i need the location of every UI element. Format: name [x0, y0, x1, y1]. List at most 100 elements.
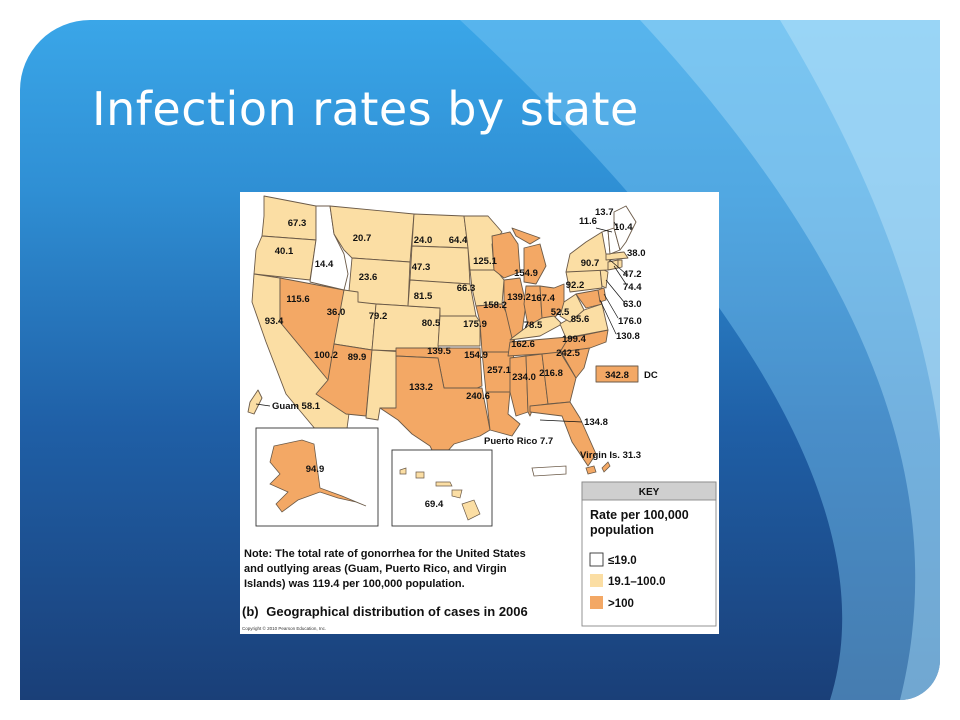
key-header: KEY	[639, 487, 660, 498]
label-nc: 199.4	[562, 334, 586, 345]
label-mt: 20.7	[353, 233, 372, 244]
key-item-mid: 19.1–100.0	[608, 576, 666, 588]
label-hi: 69.4	[425, 499, 444, 510]
label-vt: 11.6	[579, 216, 597, 227]
label-nv: 115.6	[286, 294, 309, 305]
label-va: 85.6	[571, 314, 590, 325]
key-header-bar	[581, 481, 717, 501]
territory-virgin-islands-shape	[585, 461, 611, 475]
label-mo: 175.9	[463, 319, 487, 330]
note-line-2: and outlying areas (Guam, Puerto Rico, a…	[244, 563, 507, 575]
label-nj: 63.0	[623, 299, 642, 310]
label-guam: Guam 58.1	[272, 401, 321, 412]
key-swatch-mid	[590, 574, 603, 587]
label-md: 130.8	[616, 331, 640, 342]
label-al: 234.0	[512, 372, 536, 383]
note-line-3: Islands) was 119.4 per 100,000 populatio…	[244, 578, 465, 590]
label-ky: 78.5	[524, 320, 543, 331]
label-ak: 94.9	[306, 464, 325, 475]
label-wy: 23.6	[359, 272, 378, 283]
state-nj	[599, 267, 609, 289]
label-de: 176.0	[618, 316, 642, 327]
state-ms	[509, 355, 529, 417]
key-swatch-low	[589, 552, 604, 567]
caption-text: Geographical distribution of cases in 20…	[266, 604, 528, 619]
state-wi	[491, 231, 521, 279]
note-line-1: Note: The total rate of gonorrhea for th…	[244, 548, 526, 560]
state-de	[597, 287, 607, 303]
caption-letter: (b)	[242, 604, 259, 619]
label-tn: 162.6	[511, 339, 535, 350]
label-ri: 47.2	[623, 269, 642, 280]
state-me	[613, 205, 637, 251]
label-az: 100.2	[314, 350, 338, 361]
state-ri	[617, 259, 623, 269]
label-id: 14.4	[315, 259, 334, 270]
gonorrhea-rate-map-figure: 67.3 40.1 93.4 115.6 14.4 20.7 23.6 36.0…	[240, 192, 719, 634]
state-hi	[399, 467, 481, 521]
label-tx: 133.2	[409, 382, 433, 393]
label-ut: 36.0	[327, 307, 346, 318]
leader-lines	[255, 221, 627, 423]
label-mn: 64.4	[449, 235, 468, 246]
label-dc: 342.8	[605, 370, 629, 381]
figure-caption: (b) Geographical distribution of cases i…	[242, 604, 528, 619]
key-swatch-high	[590, 596, 603, 609]
us-map	[247, 195, 639, 467]
label-sd: 47.3	[412, 262, 431, 273]
label-nd: 24.0	[414, 235, 433, 246]
territory-guam-shape	[247, 389, 263, 415]
key-item-high: >100	[608, 598, 634, 610]
note: Note: The total rate of gonorrhea for th…	[244, 548, 526, 590]
state-ks	[437, 315, 481, 347]
label-nh: 13.7	[595, 207, 614, 218]
state-fl	[529, 401, 597, 467]
slide-title: Infection rates by state	[92, 82, 639, 136]
label-pa: 92.2	[566, 280, 585, 291]
territory-puerto-rico-shape	[531, 465, 567, 477]
label-or: 40.1	[275, 246, 294, 257]
label-puerto-rico: Puerto Rico 7.7	[484, 436, 553, 447]
label-ct: 74.4	[623, 282, 642, 293]
label-ma: 38.0	[627, 248, 646, 259]
state-or	[253, 235, 317, 281]
label-co: 79.2	[369, 311, 388, 322]
label-dc-tag: DC	[644, 370, 658, 381]
label-ne: 81.5	[414, 291, 433, 302]
label-in: 139.2	[507, 292, 531, 303]
label-il: 158.2	[483, 300, 507, 311]
label-wa: 67.3	[288, 218, 307, 229]
state-ct	[607, 259, 619, 271]
key-item-low: ≤19.0	[608, 555, 637, 567]
label-wv: 52.5	[551, 307, 570, 318]
state-value-labels: 67.3 40.1 93.4 115.6 14.4 20.7 23.6 36.0…	[265, 207, 658, 510]
state-wv	[559, 293, 585, 323]
key-title-line-1: Rate per 100,000	[590, 508, 689, 522]
label-ms: 257.1	[487, 365, 511, 376]
label-nm: 89.9	[348, 352, 367, 363]
label-ks: 80.5	[422, 318, 441, 329]
label-virgin-islands: Virgin Is. 31.3	[580, 450, 641, 461]
state-ky	[509, 315, 563, 341]
label-ga: 216.8	[539, 368, 563, 379]
label-ia: 66.3	[457, 283, 476, 294]
label-wi: 125.1	[473, 256, 497, 267]
state-ga	[541, 351, 577, 405]
state-mi	[511, 227, 547, 285]
label-ok: 139.5	[427, 346, 451, 357]
label-me: 10.4	[614, 222, 633, 233]
dc-box	[595, 365, 639, 383]
label-oh: 167.4	[531, 293, 555, 304]
label-ar: 154.9	[464, 350, 488, 361]
copyright-notice: Copyright © 2010 Pearson Education, Inc.	[242, 625, 326, 631]
map-key: KEY Rate per 100,000 population ≤19.0 19…	[581, 481, 717, 627]
label-sc: 242.5	[556, 348, 580, 359]
state-ma	[605, 251, 629, 261]
label-la: 240.6	[466, 391, 490, 402]
label-ca: 93.4	[265, 316, 284, 327]
state-ak	[269, 439, 367, 513]
label-mi: 154.9	[514, 268, 538, 279]
key-title-line-2: population	[590, 523, 654, 537]
label-fl: 134.8	[584, 417, 608, 428]
background-swoosh	[460, 20, 940, 700]
